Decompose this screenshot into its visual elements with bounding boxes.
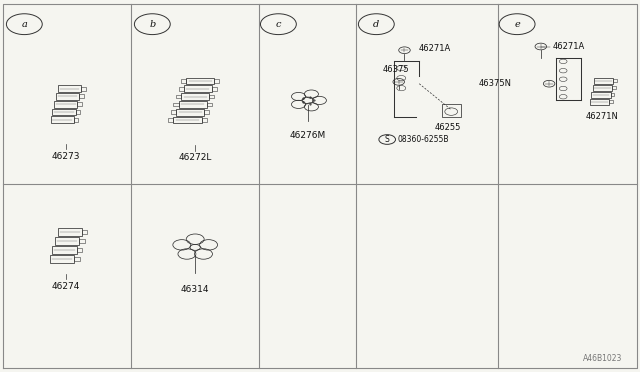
Bar bbox=[591, 92, 611, 97]
Bar bbox=[56, 93, 79, 100]
Bar bbox=[74, 257, 79, 261]
Text: 46375: 46375 bbox=[382, 65, 409, 74]
Bar bbox=[176, 95, 181, 98]
Text: 46273: 46273 bbox=[52, 152, 80, 161]
Text: 46375N: 46375N bbox=[479, 79, 512, 88]
Bar bbox=[181, 79, 186, 83]
Text: 46255: 46255 bbox=[435, 123, 461, 132]
Bar bbox=[77, 102, 82, 106]
Bar bbox=[168, 118, 173, 122]
Bar bbox=[209, 95, 214, 98]
Bar bbox=[611, 93, 614, 96]
Bar bbox=[202, 118, 207, 122]
Bar bbox=[612, 86, 616, 89]
Bar bbox=[54, 101, 77, 108]
Bar bbox=[204, 110, 209, 114]
Bar bbox=[214, 79, 220, 83]
Text: d: d bbox=[373, 20, 380, 29]
Bar bbox=[442, 104, 461, 117]
Bar bbox=[613, 79, 617, 82]
Text: 46274: 46274 bbox=[52, 282, 80, 291]
Text: 46314: 46314 bbox=[181, 285, 209, 294]
Bar bbox=[207, 103, 212, 106]
Bar bbox=[50, 255, 74, 263]
Bar bbox=[181, 93, 209, 100]
Text: 46276M: 46276M bbox=[290, 131, 326, 140]
Text: 46271A: 46271A bbox=[552, 42, 584, 51]
Bar bbox=[79, 239, 84, 243]
Bar bbox=[179, 101, 207, 108]
Bar bbox=[212, 87, 217, 90]
Text: 46272L: 46272L bbox=[179, 153, 212, 162]
Bar bbox=[179, 87, 184, 90]
Bar bbox=[171, 110, 176, 114]
Bar bbox=[593, 84, 612, 90]
Text: 08360-6255B: 08360-6255B bbox=[397, 135, 449, 144]
Bar bbox=[79, 94, 84, 98]
Bar bbox=[74, 118, 78, 122]
Bar bbox=[82, 230, 87, 234]
Bar bbox=[176, 109, 204, 115]
Text: 46271A: 46271A bbox=[419, 44, 451, 53]
Text: A46B1023: A46B1023 bbox=[582, 354, 622, 363]
Bar bbox=[184, 85, 212, 92]
Bar bbox=[76, 110, 80, 114]
Text: a: a bbox=[21, 20, 28, 29]
Bar bbox=[55, 237, 79, 245]
Bar bbox=[52, 246, 77, 254]
Bar bbox=[609, 100, 613, 103]
Bar bbox=[58, 85, 81, 92]
Bar bbox=[77, 248, 82, 252]
Text: b: b bbox=[149, 20, 156, 29]
Bar bbox=[81, 87, 86, 90]
Text: 46271N: 46271N bbox=[585, 112, 618, 121]
Bar bbox=[590, 99, 609, 105]
Text: e: e bbox=[515, 20, 520, 29]
Bar bbox=[594, 77, 613, 83]
Text: S: S bbox=[385, 135, 390, 144]
Bar bbox=[51, 116, 74, 123]
Bar bbox=[173, 117, 202, 124]
Bar bbox=[173, 103, 179, 106]
Bar bbox=[58, 228, 82, 236]
Text: c: c bbox=[276, 20, 281, 29]
Bar bbox=[52, 109, 76, 115]
Bar bbox=[186, 78, 214, 84]
